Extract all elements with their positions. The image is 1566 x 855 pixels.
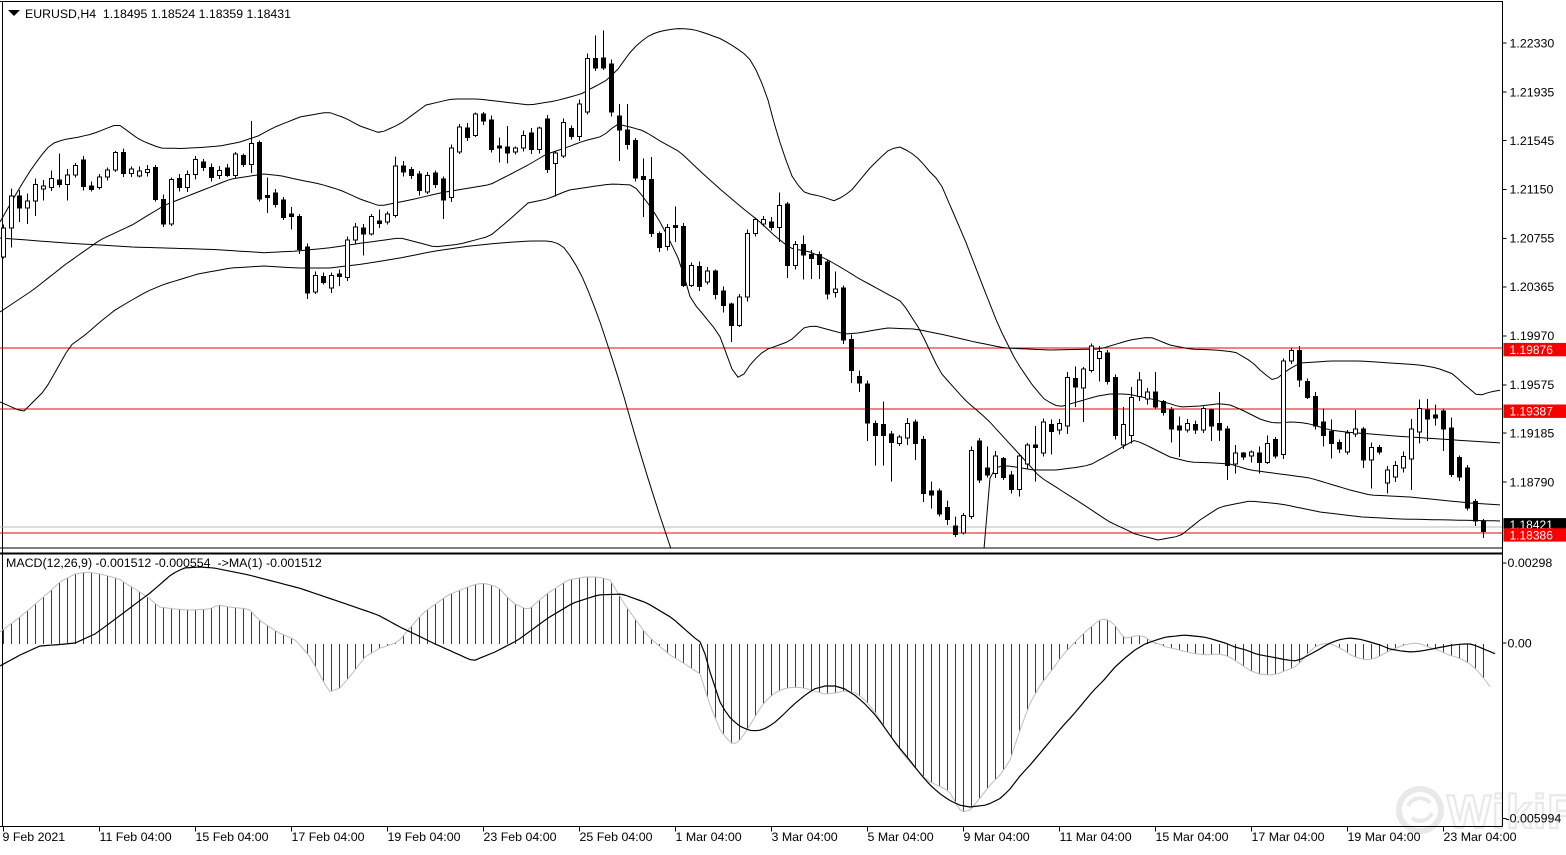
svg-text:19 Feb 04:00: 19 Feb 04:00 [388,830,461,844]
svg-text:1.19575: 1.19575 [1510,378,1555,392]
svg-text:1.19185: 1.19185 [1510,426,1555,440]
svg-text:1.22330: 1.22330 [1510,36,1555,50]
svg-text:23 Feb 04:00: 23 Feb 04:00 [484,830,557,844]
svg-text:EURUSD,H4 1.18495 1.18524 1.1: EURUSD,H4 1.18495 1.18524 1.18359 1.1843… [25,7,291,21]
svg-text:17 Mar 04:00: 17 Mar 04:00 [1252,830,1325,844]
svg-text:3 Mar 04:00: 3 Mar 04:00 [772,830,838,844]
svg-text:1.20755: 1.20755 [1510,232,1555,246]
svg-text:0.00: 0.00 [1508,636,1532,650]
svg-text:1.19876: 1.19876 [1510,343,1554,357]
svg-text:19 Mar 04:00: 19 Mar 04:00 [1348,830,1421,844]
svg-text:1.21150: 1.21150 [1510,183,1554,197]
svg-text:1.21545: 1.21545 [1510,134,1555,148]
svg-text:15 Feb 04:00: 15 Feb 04:00 [196,830,269,844]
svg-text:0.00298: 0.00298 [1508,556,1553,570]
svg-text:1.18386: 1.18386 [1510,528,1554,542]
svg-text:1.21935: 1.21935 [1510,85,1555,99]
svg-text:9 Feb 2021: 9 Feb 2021 [3,830,66,844]
svg-text:5 Mar 04:00: 5 Mar 04:00 [868,830,934,844]
svg-text:1.18790: 1.18790 [1510,475,1555,489]
svg-text:9 Mar 04:00: 9 Mar 04:00 [964,830,1030,844]
svg-text:-0.005994: -0.005994 [1506,811,1562,825]
svg-text:17 Feb 04:00: 17 Feb 04:00 [292,830,365,844]
svg-text:11 Mar 04:00: 11 Mar 04:00 [1060,830,1132,844]
svg-text:11 Feb 04:00: 11 Feb 04:00 [100,830,172,844]
svg-text:1.19970: 1.19970 [1510,329,1555,343]
svg-text:1.19387: 1.19387 [1510,405,1554,419]
svg-text:MACD(12,26,9) -0.001512 -0.000: MACD(12,26,9) -0.001512 -0.000554 ->MA(1… [6,556,322,570]
svg-text:1.20365: 1.20365 [1510,280,1555,294]
svg-text:1 Mar 04:00: 1 Mar 04:00 [676,830,742,844]
svg-text:15 Mar 04:00: 15 Mar 04:00 [1156,830,1229,844]
svg-text:23 Mar 04:00: 23 Mar 04:00 [1444,830,1517,844]
svg-text:25 Feb 04:00: 25 Feb 04:00 [580,830,653,844]
